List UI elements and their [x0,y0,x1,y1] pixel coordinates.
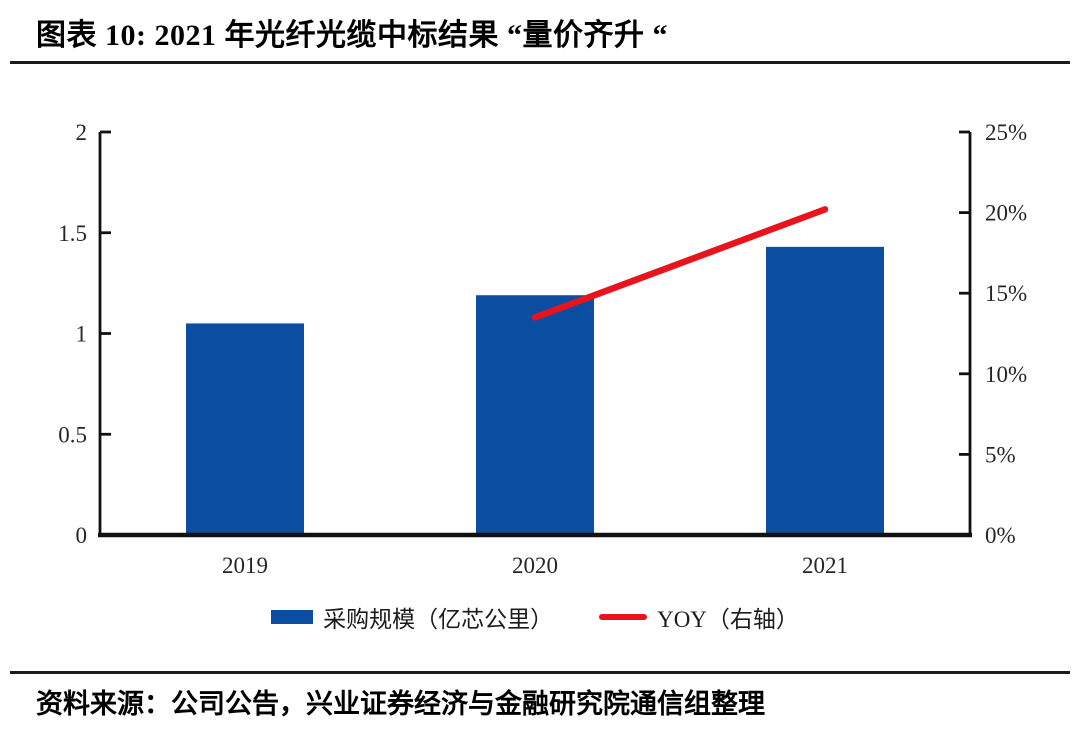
yoy-line [531,206,829,321]
x-axis-label-2019: 2019 [222,553,268,578]
x-axis-label-2020: 2020 [512,553,558,578]
line-series-label: YOY（右轴） [657,607,799,632]
footer-separator [10,671,1070,674]
right-axis-tick-label: 10% [985,362,1027,387]
x-axis-label-2021: 2021 [802,553,848,578]
legend-item-bar: 采购规模（亿芯公里） [271,600,553,634]
left-axis-tick-label: 1.5 [58,221,87,246]
figure-title: 图表 10: 2021 年光纤光缆中标结果 “量价齐升 “ [36,19,668,52]
bar-series-label: 采购规模（亿芯公里） [323,607,554,632]
left-axis-tick-label: 0.5 [58,422,87,447]
title-separator [10,61,1070,64]
right-axis-tick-label: 0% [985,523,1016,548]
left-axis-tick-label: 1 [76,322,88,347]
source-note: 资料来源：公司公告，兴业证券经济与金融研究院通信组整理 [36,689,765,719]
bar-2019 [186,323,304,535]
line-series-swatch [599,614,648,620]
bar-series-swatch [271,610,314,624]
right-axis-tick-label: 25% [985,120,1027,145]
legend-item-line: YOY（右轴） [599,600,799,634]
right-axis-tick-label: 5% [985,442,1016,467]
chart-legend: 采购规模（亿芯公里） YOY（右轴） [100,600,970,634]
left-axis-tick-label: 0 [76,523,88,548]
left-axis-tick-label: 2 [76,120,88,145]
right-axis-tick-label: 20% [985,201,1027,226]
bar-2021 [766,246,884,536]
bar-2020 [476,295,594,535]
right-axis-tick-label: 15% [985,281,1027,306]
